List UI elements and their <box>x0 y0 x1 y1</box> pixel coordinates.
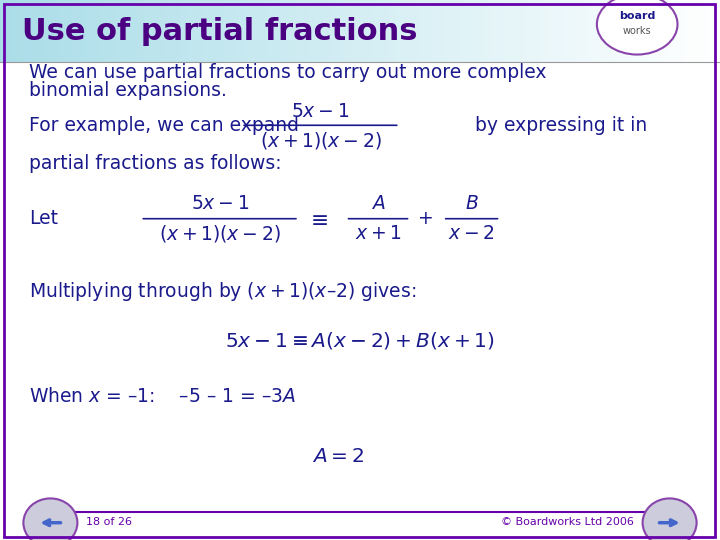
Bar <box>22 0 29 62</box>
Bar <box>295 0 302 62</box>
Bar <box>166 0 173 62</box>
Text: © Boardworks Ltd 2006: © Boardworks Ltd 2006 <box>500 517 634 527</box>
Bar <box>324 0 331 62</box>
Bar <box>346 0 353 62</box>
Bar <box>108 0 115 62</box>
Bar <box>655 0 662 62</box>
Bar <box>137 0 144 62</box>
Text: $x+1$: $x+1$ <box>355 224 401 244</box>
Text: by expressing it in: by expressing it in <box>475 116 647 135</box>
Bar <box>382 0 389 62</box>
Bar <box>338 0 346 62</box>
Text: $+$: $+$ <box>417 209 433 228</box>
Bar <box>173 0 180 62</box>
Bar <box>497 0 504 62</box>
Text: $(x+1)(x-2)$: $(x+1)(x-2)$ <box>158 224 281 244</box>
Text: $5x-1$: $5x-1$ <box>191 194 248 213</box>
Bar <box>122 0 130 62</box>
Bar <box>396 0 403 62</box>
Bar <box>468 0 475 62</box>
Bar <box>410 0 418 62</box>
Bar <box>115 0 122 62</box>
Text: $x-2$: $x-2$ <box>449 224 495 244</box>
Bar <box>252 0 259 62</box>
Bar <box>86 0 94 62</box>
Text: $5x-1\equiv A(x-2)+B(x+1)$: $5x-1\equiv A(x-2)+B(x+1)$ <box>225 330 495 350</box>
Bar <box>180 0 187 62</box>
Text: Multiplying through by $(x + 1)(x – 2)$ gives:: Multiplying through by $(x + 1)(x – 2)$ … <box>29 280 416 303</box>
Bar <box>576 0 583 62</box>
Bar <box>612 0 619 62</box>
Bar <box>439 0 446 62</box>
Bar <box>29 0 36 62</box>
Bar <box>310 0 317 62</box>
Text: We can use partial fractions to carry out more complex: We can use partial fractions to carry ou… <box>29 63 546 83</box>
Bar <box>36 0 43 62</box>
Bar <box>605 0 612 62</box>
Text: $(x+1)(x-2)$: $(x+1)(x-2)$ <box>259 130 382 151</box>
Bar <box>58 0 65 62</box>
Bar <box>670 0 677 62</box>
Bar <box>533 0 540 62</box>
Bar <box>511 0 518 62</box>
Bar <box>418 0 425 62</box>
Bar <box>50 0 58 62</box>
Bar <box>562 0 569 62</box>
Text: $\equiv$: $\equiv$ <box>306 208 328 229</box>
Bar <box>403 0 410 62</box>
Bar <box>14 0 22 62</box>
Bar <box>223 0 230 62</box>
Bar <box>101 0 108 62</box>
Bar <box>151 0 158 62</box>
Bar <box>187 0 194 62</box>
Bar <box>698 0 706 62</box>
Bar <box>648 0 655 62</box>
Bar <box>713 0 720 62</box>
Bar <box>194 0 202 62</box>
Bar <box>230 0 238 62</box>
Bar <box>662 0 670 62</box>
Text: Use of partial fractions: Use of partial fractions <box>22 17 417 45</box>
Bar <box>216 0 223 62</box>
Text: works: works <box>623 26 652 36</box>
Bar <box>619 0 626 62</box>
Bar <box>274 0 281 62</box>
Bar <box>569 0 576 62</box>
Bar <box>281 0 288 62</box>
Text: partial fractions as follows:: partial fractions as follows: <box>29 153 282 173</box>
Bar <box>374 0 382 62</box>
Bar <box>482 0 490 62</box>
Bar <box>547 0 554 62</box>
Bar <box>518 0 526 62</box>
Bar <box>454 0 461 62</box>
Bar <box>367 0 374 62</box>
Circle shape <box>597 0 678 55</box>
Bar <box>202 0 209 62</box>
Bar <box>130 0 137 62</box>
Bar <box>634 0 641 62</box>
Bar <box>259 0 266 62</box>
Bar <box>360 0 367 62</box>
Text: For example, we can expand: For example, we can expand <box>29 116 299 135</box>
Bar <box>461 0 468 62</box>
Bar <box>554 0 562 62</box>
Bar <box>446 0 454 62</box>
Bar <box>65 0 72 62</box>
Bar <box>79 0 86 62</box>
Bar <box>238 0 245 62</box>
Bar <box>706 0 713 62</box>
Bar <box>641 0 648 62</box>
Bar <box>245 0 252 62</box>
Bar <box>158 0 166 62</box>
Bar <box>209 0 216 62</box>
Bar <box>389 0 396 62</box>
Bar <box>684 0 691 62</box>
Bar <box>288 0 295 62</box>
Bar <box>353 0 360 62</box>
Bar <box>331 0 338 62</box>
Bar <box>590 0 598 62</box>
Bar <box>144 0 151 62</box>
Ellipse shape <box>643 498 697 540</box>
Bar <box>526 0 533 62</box>
